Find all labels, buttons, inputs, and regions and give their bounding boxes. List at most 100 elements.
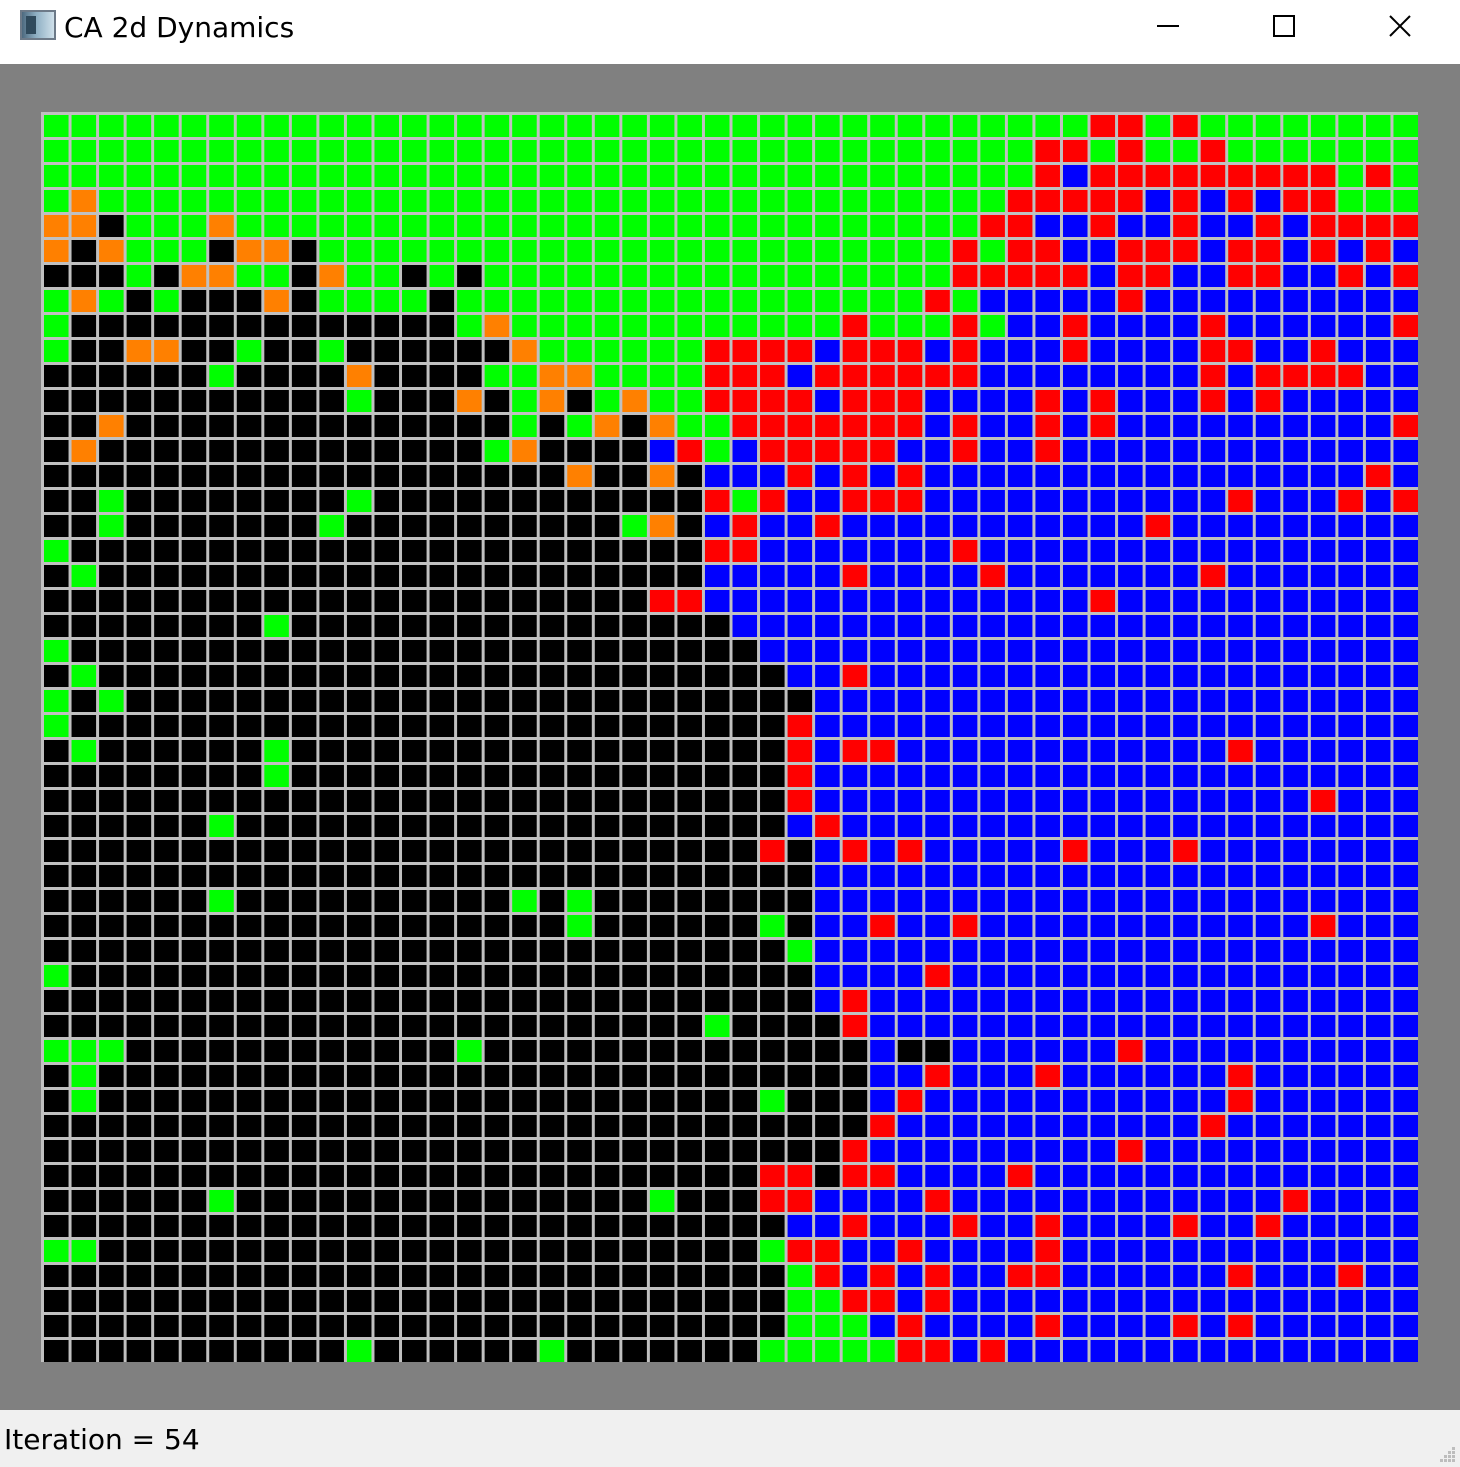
grid-cell[interactable] [236, 640, 262, 662]
grid-cell[interactable] [264, 665, 289, 687]
grid-cell[interactable] [44, 240, 69, 262]
grid-cell[interactable] [236, 340, 262, 362]
grid-cell[interactable] [1365, 965, 1391, 987]
grid-cell[interactable] [126, 1265, 152, 1287]
grid-cell[interactable] [925, 490, 950, 512]
grid-cell[interactable] [236, 215, 262, 237]
grid-cell[interactable] [236, 265, 262, 287]
grid-cell[interactable] [181, 265, 207, 287]
grid-cell[interactable] [1090, 915, 1116, 937]
grid-cell[interactable] [319, 365, 344, 387]
grid-cell[interactable] [1145, 615, 1171, 637]
grid-cell[interactable] [1338, 1315, 1363, 1337]
grid-cell[interactable] [181, 790, 207, 812]
grid-cell[interactable] [567, 415, 592, 437]
grid-cell[interactable] [1365, 715, 1391, 737]
grid-cell[interactable] [1062, 765, 1088, 787]
grid-cell[interactable] [291, 1215, 317, 1237]
grid-cell[interactable] [760, 590, 785, 612]
grid-cell[interactable] [897, 115, 923, 137]
grid-cell[interactable] [760, 1190, 785, 1212]
grid-cell[interactable] [71, 390, 97, 412]
grid-cell[interactable] [236, 1090, 262, 1112]
grid-cell[interactable] [567, 465, 592, 487]
grid-cell[interactable] [649, 1115, 675, 1137]
grid-cell[interactable] [319, 1240, 344, 1262]
grid-cell[interactable] [1283, 565, 1308, 587]
grid-cell[interactable] [512, 965, 537, 987]
grid-cell[interactable] [732, 615, 758, 637]
grid-cell[interactable] [1173, 315, 1198, 337]
grid-cell[interactable] [1200, 1165, 1226, 1187]
grid-cell[interactable] [1007, 1240, 1033, 1262]
grid-cell[interactable] [484, 490, 510, 512]
grid-cell[interactable] [1228, 990, 1253, 1012]
grid-cell[interactable] [594, 715, 620, 737]
grid-cell[interactable] [71, 990, 97, 1012]
grid-cell[interactable] [1200, 765, 1226, 787]
grid-cell[interactable] [925, 640, 950, 662]
grid-cell[interactable] [126, 490, 152, 512]
grid-cell[interactable] [1145, 440, 1171, 462]
grid-cell[interactable] [429, 665, 455, 687]
grid-cell[interactable] [44, 1240, 69, 1262]
grid-cell[interactable] [71, 590, 97, 612]
grid-cell[interactable] [897, 1115, 923, 1137]
grid-cell[interactable] [402, 1265, 427, 1287]
grid-cell[interactable] [209, 1240, 234, 1262]
grid-cell[interactable] [594, 1140, 620, 1162]
grid-cell[interactable] [980, 565, 1005, 587]
grid-cell[interactable] [1090, 840, 1116, 862]
grid-cell[interactable] [815, 1265, 840, 1287]
grid-cell[interactable] [897, 965, 923, 987]
grid-cell[interactable] [704, 1290, 730, 1312]
grid-cell[interactable] [732, 740, 758, 762]
grid-cell[interactable] [677, 815, 702, 837]
grid-cell[interactable] [1035, 265, 1060, 287]
grid-cell[interactable] [512, 165, 537, 187]
grid-cell[interactable] [815, 615, 840, 637]
grid-cell[interactable] [1035, 190, 1060, 212]
grid-cell[interactable] [291, 1315, 317, 1337]
grid-cell[interactable] [732, 915, 758, 937]
grid-cell[interactable] [209, 865, 234, 887]
grid-cell[interactable] [980, 115, 1005, 137]
grid-cell[interactable] [567, 790, 592, 812]
grid-cell[interactable] [1393, 1340, 1418, 1362]
grid-cell[interactable] [236, 1290, 262, 1312]
grid-cell[interactable] [1283, 440, 1308, 462]
grid-cell[interactable] [1283, 1090, 1308, 1112]
grid-cell[interactable] [402, 240, 427, 262]
grid-cell[interactable] [594, 1065, 620, 1087]
grid-cell[interactable] [99, 340, 124, 362]
grid-cell[interactable] [980, 140, 1005, 162]
grid-cell[interactable] [1090, 965, 1116, 987]
grid-cell[interactable] [264, 540, 289, 562]
grid-cell[interactable] [567, 1340, 592, 1362]
grid-cell[interactable] [539, 165, 565, 187]
grid-cell[interactable] [402, 390, 427, 412]
grid-cell[interactable] [1007, 890, 1033, 912]
grid-cell[interactable] [1090, 1315, 1116, 1337]
grid-cell[interactable] [925, 740, 950, 762]
grid-cell[interactable] [787, 1065, 813, 1087]
grid-cell[interactable] [649, 1290, 675, 1312]
grid-cell[interactable] [44, 440, 69, 462]
grid-cell[interactable] [622, 590, 647, 612]
grid-cell[interactable] [402, 115, 427, 137]
grid-cell[interactable] [567, 1240, 592, 1262]
grid-cell[interactable] [732, 890, 758, 912]
grid-cell[interactable] [787, 1015, 813, 1037]
grid-cell[interactable] [1062, 865, 1088, 887]
grid-cell[interactable] [677, 140, 702, 162]
grid-cell[interactable] [181, 865, 207, 887]
grid-cell[interactable] [815, 940, 840, 962]
grid-cell[interactable] [1283, 1015, 1308, 1037]
grid-cell[interactable] [760, 1090, 785, 1112]
grid-cell[interactable] [732, 1240, 758, 1262]
grid-cell[interactable] [209, 565, 234, 587]
grid-cell[interactable] [264, 390, 289, 412]
grid-cell[interactable] [209, 1115, 234, 1137]
grid-cell[interactable] [99, 615, 124, 637]
grid-cell[interactable] [622, 690, 647, 712]
